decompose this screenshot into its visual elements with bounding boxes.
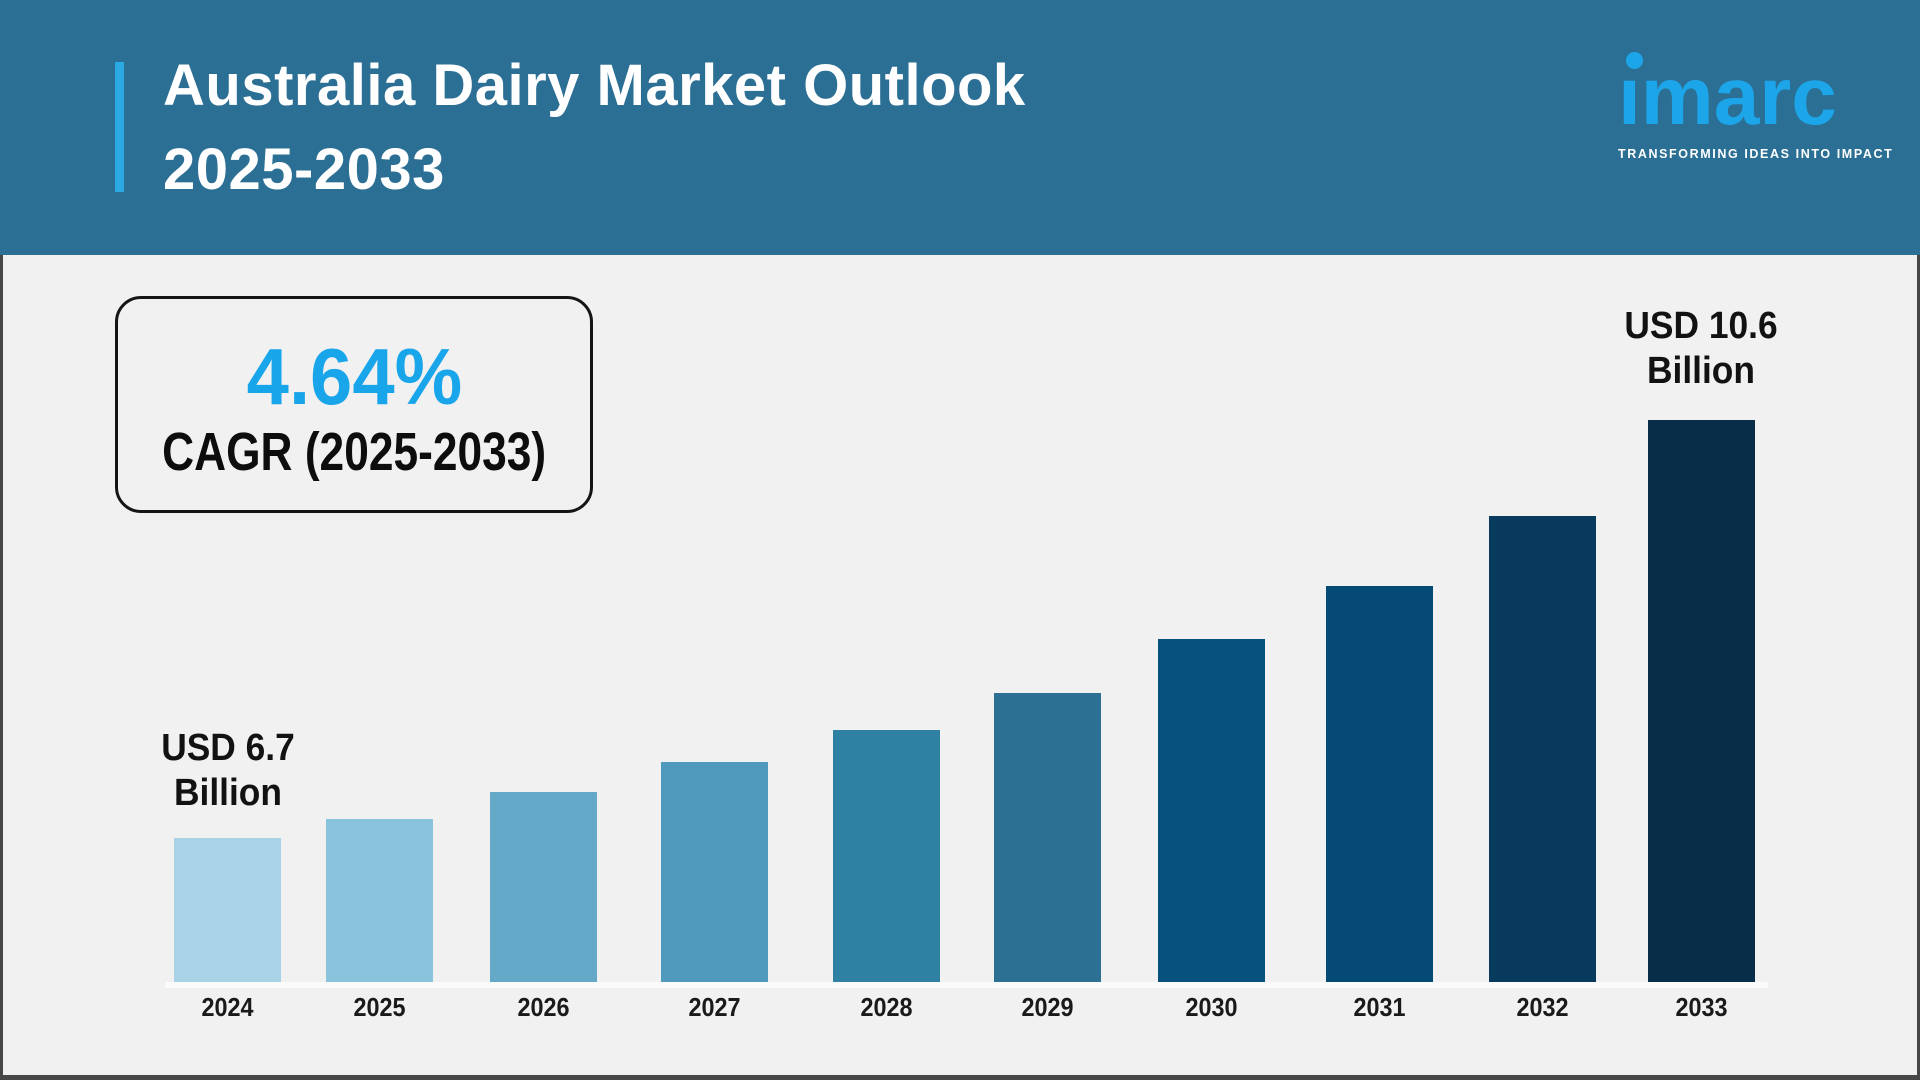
start-value-line1: USD 6.7: [161, 727, 295, 769]
end-value-line1: USD 10.6: [1624, 305, 1778, 347]
page-title: Australia Dairy Market Outlook 2025-2033: [163, 44, 1026, 212]
x-axis-label-2025: 2025: [353, 992, 406, 1022]
start-value-label: USD 6.7 Billion: [161, 726, 295, 816]
cagr-value: 4.64%: [246, 331, 462, 421]
x-axis-label-2028: 2028: [860, 992, 913, 1022]
x-axis-label-2029: 2029: [1021, 992, 1074, 1022]
x-axis-label-2033: 2033: [1675, 992, 1728, 1022]
bar-2028: [833, 730, 940, 982]
bar-2024: [174, 838, 281, 982]
imarc-logo-text: ımarc: [1618, 51, 1837, 142]
bar-2027: [661, 762, 768, 982]
bar-2029: [994, 693, 1101, 982]
x-axis-label-2027: 2027: [688, 992, 741, 1022]
imarc-logo-dot-icon: [1626, 52, 1643, 69]
cagr-callout-box: 4.64% CAGR (2025-2033): [115, 296, 593, 513]
bar-2032: [1489, 516, 1596, 982]
bar-2026: [490, 792, 597, 982]
x-axis-label-2030: 2030: [1185, 992, 1238, 1022]
imarc-logo: ımarc TRANSFORMING IDEAS INTO IMPACT: [1618, 52, 1894, 161]
page-title-line2: 2025-2033: [163, 137, 445, 202]
x-axis-baseline: [165, 982, 1768, 988]
page-title-line1: Australia Dairy Market Outlook: [163, 53, 1026, 118]
bar-2030: [1158, 639, 1265, 982]
bar-2033: [1648, 420, 1755, 982]
end-value-line2: Billion: [1647, 350, 1755, 392]
bar-2031: [1326, 586, 1433, 982]
bar-2025: [326, 819, 433, 982]
start-value-line2: Billion: [174, 772, 282, 814]
x-axis-label-2026: 2026: [517, 992, 570, 1022]
content-frame: [0, 255, 1920, 1080]
cagr-label: CAGR (2025-2033): [162, 421, 546, 482]
x-axis-label-2031: 2031: [1353, 992, 1406, 1022]
imarc-logo-wordmark: ımarc: [1618, 52, 1862, 138]
x-axis-label-2024: 2024: [201, 992, 254, 1022]
imarc-logo-tagline: TRANSFORMING IDEAS INTO IMPACT: [1618, 147, 1894, 161]
end-value-label: USD 10.6 Billion: [1624, 304, 1777, 394]
title-accent-bar: [115, 62, 124, 192]
header-band: Australia Dairy Market Outlook 2025-2033…: [0, 0, 1920, 255]
x-axis-label-2032: 2032: [1516, 992, 1569, 1022]
